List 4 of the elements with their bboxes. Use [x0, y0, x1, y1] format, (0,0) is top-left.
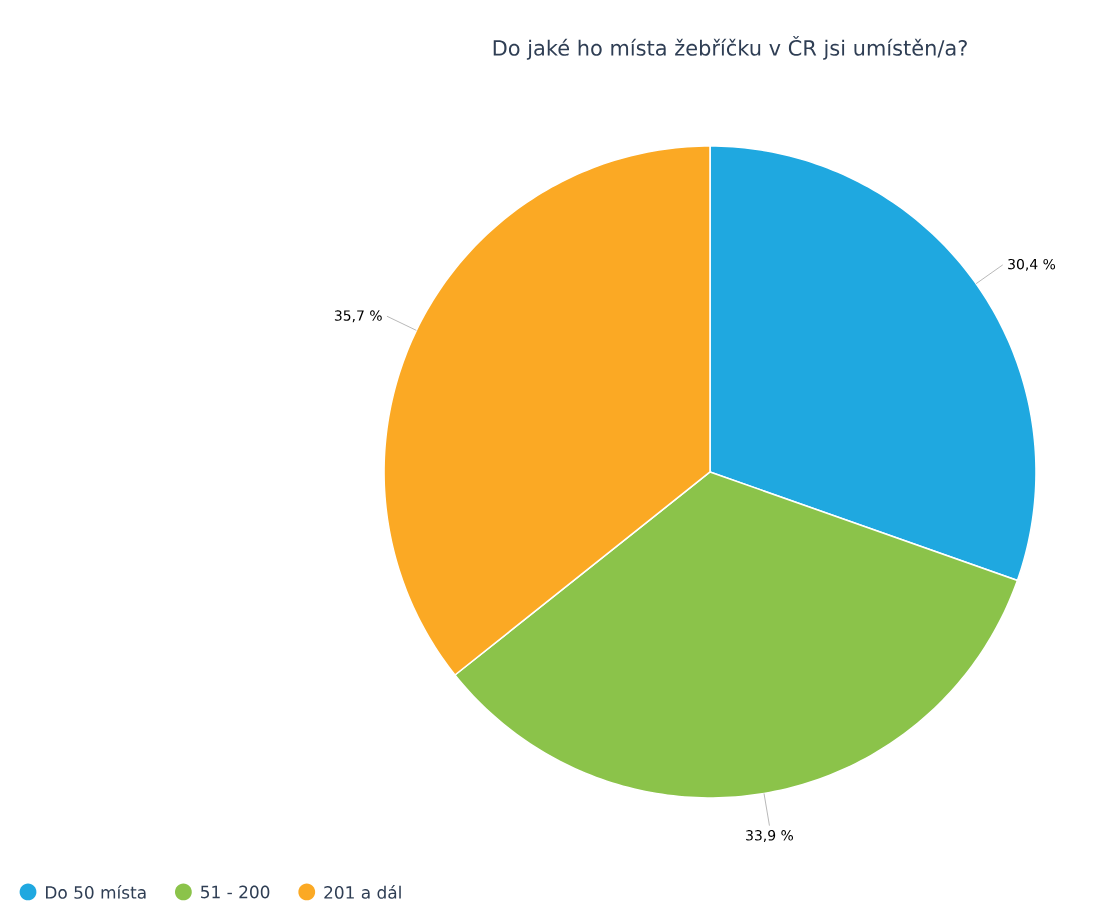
legend-label: 201 a dál	[324, 885, 401, 899]
chart-title: Do jaké ho místa žebříčku v ČR jsi umístěn/a?	[493, 36, 967, 60]
legend-label: Do 50 místa	[46, 885, 146, 899]
legend-label: 51 - 200	[201, 885, 270, 899]
